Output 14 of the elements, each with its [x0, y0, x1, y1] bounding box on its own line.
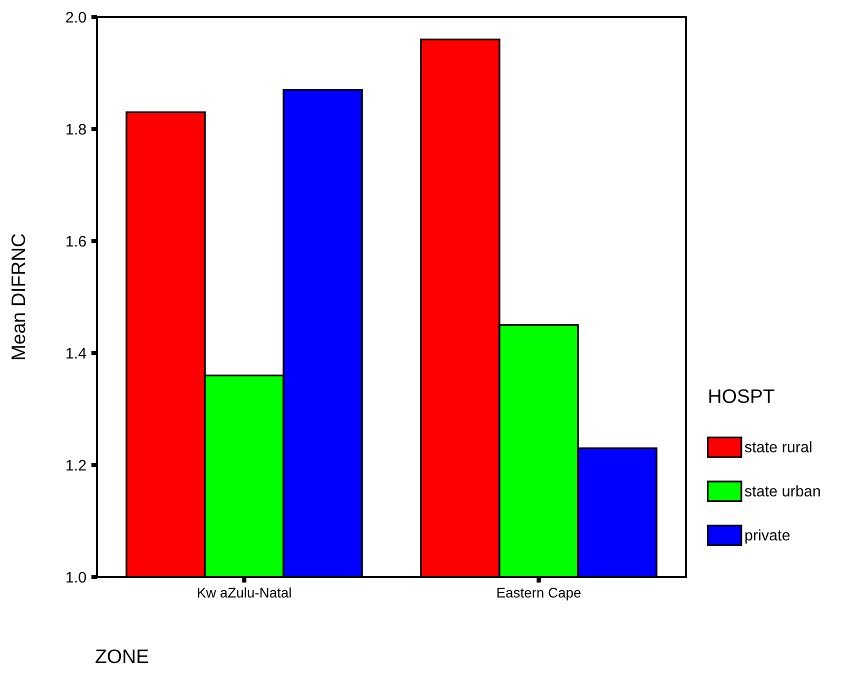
legend-label: state urban	[744, 485, 820, 496]
y-tick-label: 2.0	[66, 12, 86, 23]
y-axis-title: Mean DIFRNC	[11, 234, 26, 360]
y-tick-label: 1.6	[66, 236, 86, 247]
legend-title: HOSPT	[709, 389, 774, 404]
y-tick-label: 1.4	[66, 348, 86, 359]
x-axis-title: ZONE	[96, 649, 148, 664]
legend-label: state rural	[744, 441, 812, 452]
legend-label: private	[745, 529, 790, 544]
y-tick-label: 1.8	[66, 124, 86, 135]
y-tick-label: 1.2	[66, 460, 86, 471]
y-tick-label: 1.0	[66, 572, 86, 583]
x-tick-label: Eastern Cape	[497, 588, 581, 600]
x-tick-label: Kw aZulu-Natal	[198, 587, 291, 598]
